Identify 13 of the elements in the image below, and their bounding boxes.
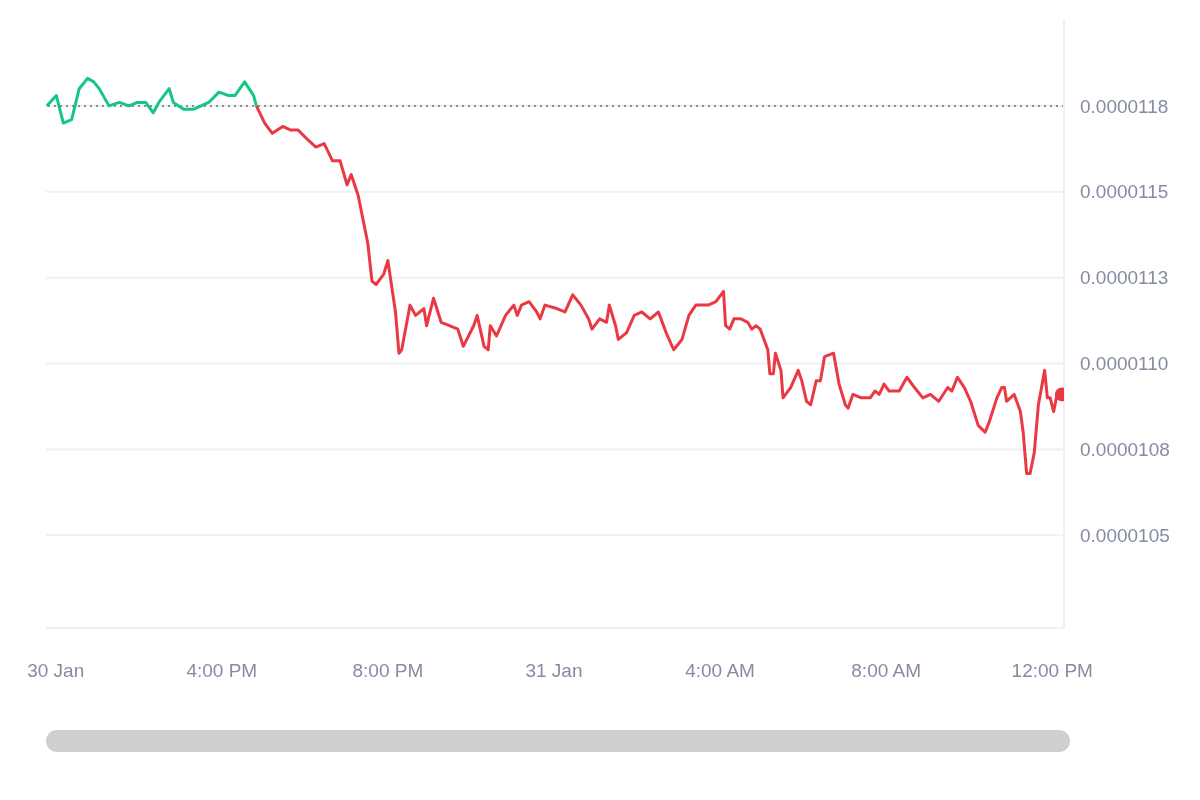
x-tick-label: 8:00 PM (352, 660, 424, 682)
x-tick-label: 4:00 PM (186, 660, 258, 682)
x-tick-label: 31 Jan (525, 660, 583, 682)
x-tick-label: 30 Jan (27, 660, 85, 682)
y-tick-label: 0.0000115 (1080, 181, 1169, 203)
y-tick-label: 0.0000113 (1080, 267, 1169, 289)
y-tick-label: 0.0000105 (1080, 525, 1170, 546)
y-tick-label: 0.0000110 (1080, 353, 1169, 375)
x-tick-label: 12:00 PM (1011, 660, 1093, 682)
x-tick-label: 4:00 AM (685, 660, 755, 682)
y-tick-label: 0.0000108 (1080, 439, 1170, 461)
x-tick-label: 8:00 AM (851, 660, 921, 682)
y-tick-label: 0.0000118 (1080, 95, 1169, 117)
